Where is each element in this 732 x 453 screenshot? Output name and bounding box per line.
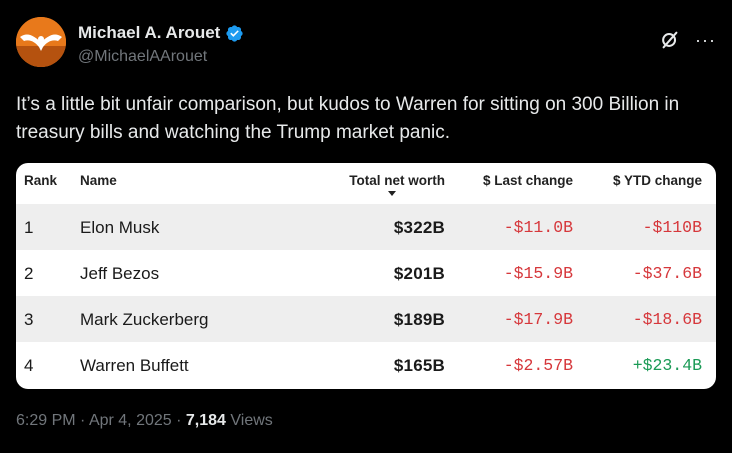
author-handle[interactable]: @MichaelAArouet <box>78 48 208 65</box>
table-row: 4 Warren Buffett $165B -$2.57B +$23.4B <box>16 342 716 388</box>
table-row: 1 Elon Musk $322B -$11.0B -$110B <box>16 204 716 250</box>
cell-ytd-change: -$37.6B <box>632 264 702 283</box>
meta-separator: · <box>80 412 86 429</box>
cell-name: Warren Buffett <box>80 356 189 375</box>
cell-rank: 3 <box>24 310 34 329</box>
tweet-text: It’s a little bit unfair comparison, but… <box>16 94 680 143</box>
header-name[interactable]: Name <box>80 173 117 188</box>
tweet-actions: ··· <box>659 29 716 51</box>
cell-ytd-change: +$23.4B <box>632 356 702 375</box>
header-last-change[interactable]: $ Last change <box>482 173 573 188</box>
table-row: 3 Mark Zuckerberg $189B -$17.9B -$18.6B <box>16 296 716 342</box>
meta-separator: · <box>176 412 182 429</box>
cell-last-change: -$15.9B <box>503 264 573 283</box>
tweet-date[interactable]: Apr 4, 2025 <box>88 412 172 429</box>
cell-last-change: -$2.57B <box>503 356 573 375</box>
cell-rank: 1 <box>24 218 34 237</box>
cell-name: Jeff Bezos <box>80 264 160 283</box>
eagle-emblem-icon <box>16 17 66 67</box>
author-info: Michael A. Arouet @MichaelAArouet <box>78 23 244 66</box>
tweet-time[interactable]: 6:29 PM <box>16 412 76 429</box>
cell-ytd-change: -$18.6B <box>632 310 702 329</box>
cell-net-worth: $322B <box>393 218 445 237</box>
more-options-icon[interactable]: ··· <box>695 30 716 50</box>
header-ytd-change[interactable]: $ YTD change <box>612 173 702 188</box>
cell-last-change: -$17.9B <box>503 310 573 329</box>
views-label: Views <box>230 412 273 429</box>
cell-rank: 4 <box>24 356 34 375</box>
cell-ytd-change: -$110B <box>642 218 702 237</box>
header-total-net-worth[interactable]: Total net worth <box>349 173 445 188</box>
cell-net-worth: $165B <box>393 356 445 375</box>
cell-rank: 2 <box>24 264 34 283</box>
tweet-header: Michael A. Arouet @MichaelAArouet ··· <box>16 17 716 73</box>
cell-name: Mark Zuckerberg <box>80 310 209 329</box>
header-rank[interactable]: Rank <box>24 173 58 188</box>
views-count[interactable]: 7,184 <box>185 412 226 429</box>
verified-badge-icon[interactable] <box>225 24 244 43</box>
cell-net-worth: $189B <box>393 310 445 329</box>
tweet-metadata: 6:29 PM · Apr 4, 2025 · 7,184 Views <box>16 412 273 430</box>
cell-net-worth: $201B <box>393 264 445 283</box>
author-display-name[interactable]: Michael A. Arouet <box>78 23 221 42</box>
table-row: 2 Jeff Bezos $201B -$15.9B -$37.6B <box>16 250 716 296</box>
cell-last-change: -$11.0B <box>503 218 573 237</box>
sort-descending-icon[interactable] <box>388 191 396 196</box>
avatar[interactable] <box>16 17 66 67</box>
cell-name: Elon Musk <box>80 218 160 237</box>
grok-icon[interactable] <box>659 29 681 51</box>
table-header: Rank Name Total net worth $ Last change … <box>16 163 716 204</box>
net-worth-table: Rank Name Total net worth $ Last change … <box>16 163 716 389</box>
